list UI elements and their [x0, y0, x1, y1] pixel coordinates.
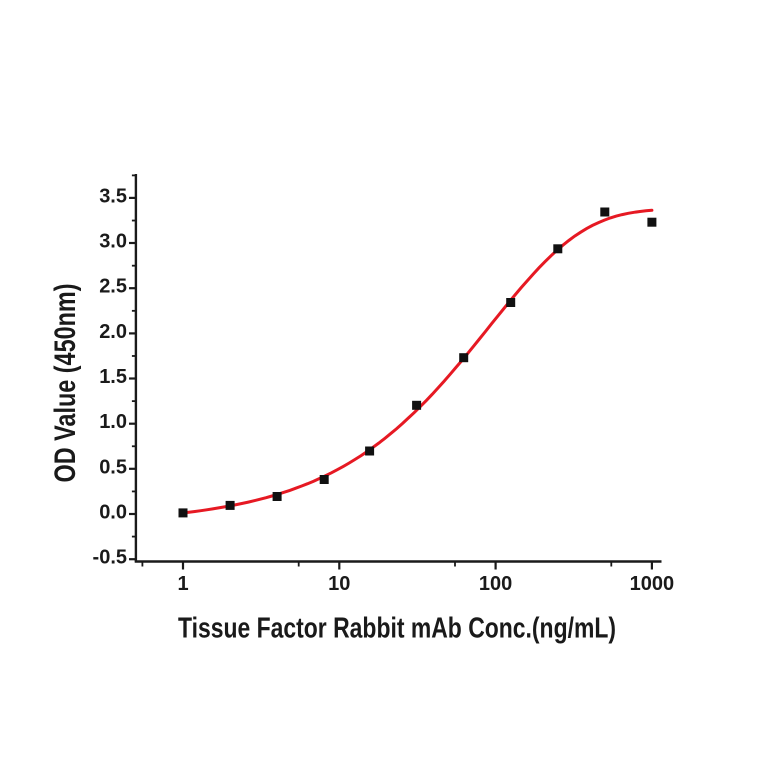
svg-text:3.5: 3.5: [99, 185, 127, 207]
svg-text:0.0: 0.0: [99, 502, 127, 524]
svg-text:100: 100: [479, 573, 512, 595]
svg-text:-0.5: -0.5: [93, 547, 127, 569]
svg-text:OD Value (450nm): OD Value (450nm): [49, 284, 82, 483]
svg-text:1.5: 1.5: [99, 366, 127, 388]
svg-text:2.5: 2.5: [99, 276, 127, 298]
svg-text:10: 10: [328, 573, 350, 595]
svg-text:2.0: 2.0: [99, 321, 127, 343]
svg-text:1: 1: [177, 573, 188, 595]
svg-text:3.0: 3.0: [99, 231, 127, 253]
svg-text:1.0: 1.0: [99, 411, 127, 433]
svg-text:1000: 1000: [630, 573, 675, 595]
svg-text:Tissue Factor Rabbit mAb Conc.: Tissue Factor Rabbit mAb Conc.(ng/mL): [178, 613, 616, 645]
svg-text:0.5: 0.5: [99, 456, 127, 478]
